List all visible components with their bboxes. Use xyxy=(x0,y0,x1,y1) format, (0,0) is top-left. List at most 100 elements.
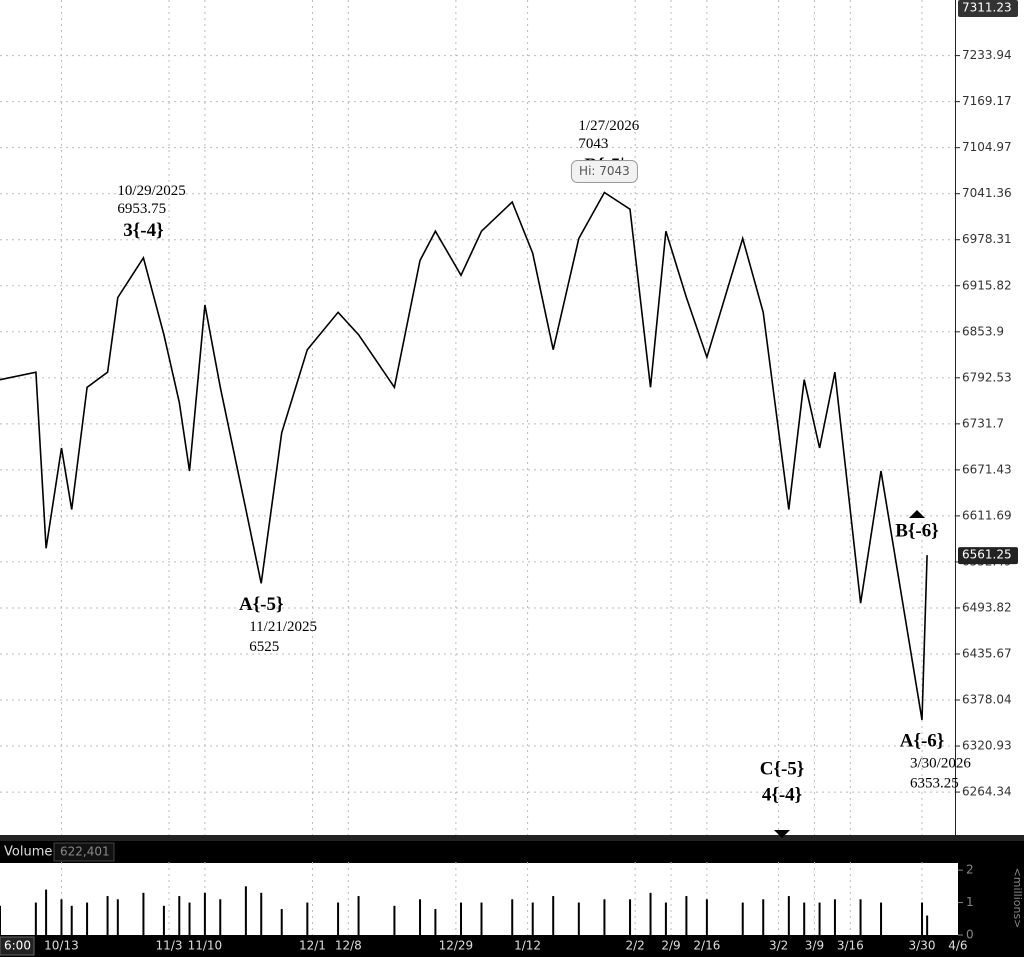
volume-bar xyxy=(762,899,765,935)
hi-bubble xyxy=(570,160,638,184)
hi-label: Hi: 7043 xyxy=(579,164,630,178)
volume-title: Volume xyxy=(4,845,52,860)
volume-bar xyxy=(116,899,119,935)
x-tick-label: 2/16 xyxy=(693,939,720,953)
volume-bar xyxy=(705,899,708,935)
y-tick-label: 6378.04 xyxy=(962,693,1012,707)
y-tick-label: 7041.36 xyxy=(962,186,1012,200)
volume-bar xyxy=(685,896,688,935)
volume-bar xyxy=(664,902,667,935)
y-tick-label: 6792.53 xyxy=(962,370,1012,384)
volume-bar xyxy=(86,902,89,935)
y-tick-label: 6731.7 xyxy=(962,416,1004,430)
annotation-date: 1/27/2026 xyxy=(578,118,639,134)
volume-bar xyxy=(357,896,360,935)
x-tick-label: 2/9 xyxy=(661,939,680,953)
x-tick-label: 3/16 xyxy=(837,939,864,953)
date-axis-bg xyxy=(0,935,1024,957)
y-tick-label: 6611.69 xyxy=(962,508,1012,522)
volume-bar xyxy=(921,902,924,935)
volume-bar xyxy=(70,905,73,935)
annotation-date: 10/29/2025 xyxy=(117,183,185,199)
x-tick-label: 11/10 xyxy=(188,939,223,953)
volume-unit: <millions> xyxy=(1011,868,1024,929)
annotation-wave: A{-6} xyxy=(900,730,945,751)
y-tick-label: 6264.34 xyxy=(962,785,1012,799)
volume-bar xyxy=(106,896,109,935)
x-tick-label: 1/12 xyxy=(514,939,541,953)
volume-bar xyxy=(188,902,191,935)
volume-bar xyxy=(649,892,652,935)
arrow-up xyxy=(909,510,925,518)
volume-bar xyxy=(178,896,181,935)
arrow-down xyxy=(774,830,790,838)
volume-bar xyxy=(531,902,534,935)
volume-bar xyxy=(460,902,463,935)
annotation-value: 6525 xyxy=(249,639,279,655)
volume-tick-label: 1 xyxy=(966,895,974,909)
annotation-date: 3/30/2026 xyxy=(910,755,971,771)
x-tick-label: 3/30 xyxy=(909,939,936,953)
volume-bar xyxy=(60,899,63,935)
volume-bar xyxy=(629,899,632,935)
volume-bar xyxy=(926,915,929,935)
price-line xyxy=(0,191,928,721)
x-tick-label: 10/13 xyxy=(44,939,79,953)
volume-bar xyxy=(552,896,555,935)
volume-bar xyxy=(337,902,340,935)
y-tick-label: 6320.93 xyxy=(962,739,1012,753)
volume-bar xyxy=(880,902,883,935)
volume-bar xyxy=(280,909,283,935)
volume-bar xyxy=(419,899,422,935)
volume-bar xyxy=(833,899,836,935)
volume-bar xyxy=(162,905,165,935)
top-price-box xyxy=(958,0,1018,17)
x-tick-label: 12/29 xyxy=(439,939,474,953)
volume-header xyxy=(0,841,958,863)
volume-bar xyxy=(34,902,37,935)
volume-bar xyxy=(803,902,806,935)
x-tick-label: 3/2 xyxy=(769,939,788,953)
y-tick-label: 7169.17 xyxy=(962,94,1012,108)
y-tick-label: 7233.94 xyxy=(962,48,1012,62)
y-tick-label: 6915.82 xyxy=(962,278,1012,292)
x-tick-label: 2/2 xyxy=(626,939,645,953)
volume-axis-bg xyxy=(958,841,1024,935)
session-box xyxy=(0,936,35,956)
wave-mark-label: C{-5} xyxy=(760,758,805,779)
volume-bar xyxy=(306,902,309,935)
volume-current: 622,401 xyxy=(60,845,110,859)
volume-tick-label: 2 xyxy=(966,863,974,877)
volume-bar xyxy=(859,899,862,935)
y-tick-label: 6978.31 xyxy=(962,232,1012,246)
x-tick-label: 12/8 xyxy=(335,939,362,953)
annotation-value: 7043 xyxy=(578,136,608,152)
volume-bar xyxy=(787,896,790,935)
volume-bar xyxy=(434,909,437,935)
y-tick-label: 6435.67 xyxy=(962,646,1012,660)
x-tick-label: 12/1 xyxy=(299,939,326,953)
volume-bar xyxy=(219,899,222,935)
y-tick-label: 6493.82 xyxy=(962,600,1012,614)
volume-bar xyxy=(0,905,1,935)
x-tick-label: 3/9 xyxy=(805,939,824,953)
volume-bar xyxy=(818,902,821,935)
y-tick-label: 6671.43 xyxy=(962,462,1012,476)
wave-mark-label: 4{-4} xyxy=(762,784,802,805)
volume-bar xyxy=(244,886,247,935)
session-label: 6:00 xyxy=(4,939,31,953)
volume-bar xyxy=(203,892,206,935)
annotation-wave: 3{-4} xyxy=(123,220,163,241)
top-price: 7311.23 xyxy=(962,1,1012,15)
volume-bar xyxy=(511,899,514,935)
volume-box xyxy=(53,842,115,862)
volume-bar xyxy=(393,905,396,935)
last-price: 6561.25 xyxy=(962,548,1012,562)
annotation-value: 6953.75 xyxy=(117,201,166,217)
volume-bar xyxy=(480,902,483,935)
volume-bar xyxy=(142,892,145,935)
volume-bar xyxy=(260,892,263,935)
